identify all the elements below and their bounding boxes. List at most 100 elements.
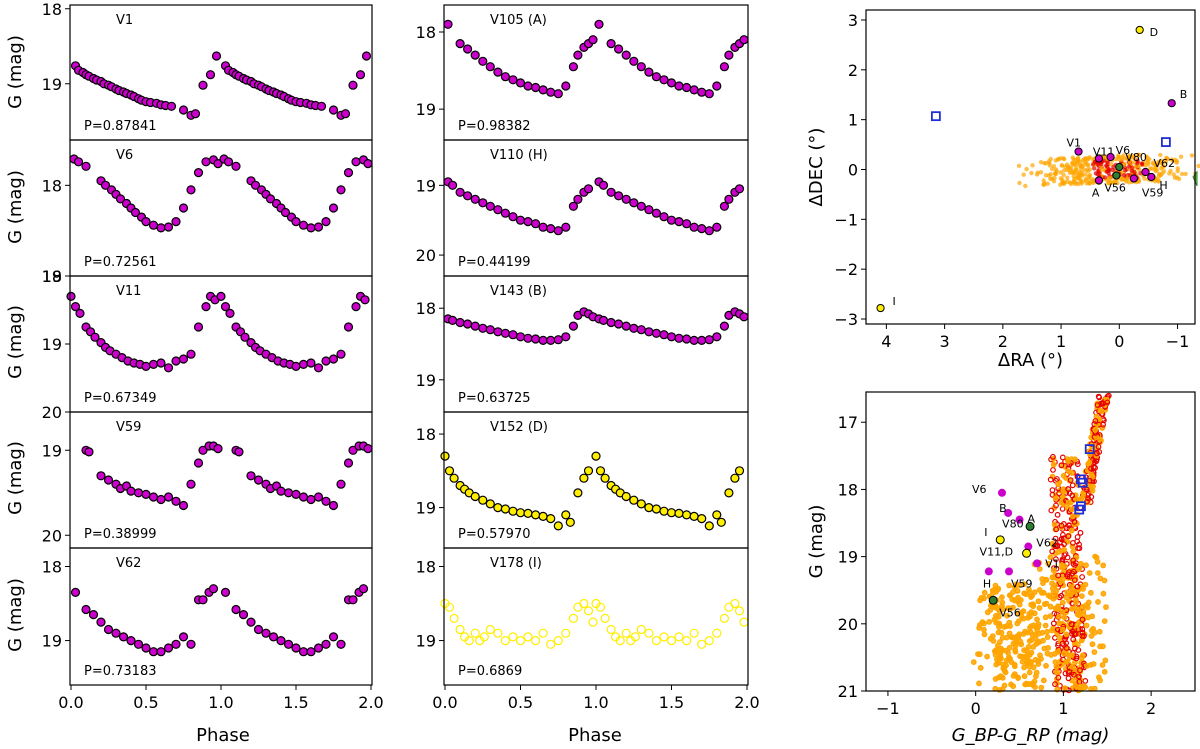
star-name: V1 — [116, 13, 133, 28]
cmd-star — [1077, 667, 1083, 674]
cmd-star — [1066, 569, 1072, 575]
data-point — [103, 475, 114, 485]
cmd-star — [1082, 678, 1089, 684]
data-point — [674, 81, 684, 91]
cmd-star — [1032, 656, 1039, 663]
cmd-star — [1094, 402, 1101, 409]
cmd-star — [1092, 426, 1099, 433]
labeled-star — [1135, 25, 1144, 35]
cmd-star — [1016, 582, 1023, 588]
field-star — [1144, 154, 1149, 159]
data-point — [178, 500, 189, 511]
labeled-star — [1074, 147, 1083, 156]
cmd-star — [1047, 476, 1054, 483]
cmd-star — [1017, 638, 1024, 645]
cmd-star — [1071, 605, 1077, 612]
field-star — [1174, 175, 1180, 180]
cmd-star — [1075, 612, 1082, 618]
cmd-star — [1095, 393, 1102, 400]
cmd-star — [1083, 602, 1090, 608]
data-point — [508, 75, 518, 85]
data-point — [225, 308, 235, 318]
data-point — [156, 494, 166, 505]
cmd-star — [1068, 584, 1075, 591]
cmd-star — [1079, 574, 1085, 580]
star-name: V152 (D) — [490, 420, 548, 435]
data-point — [479, 632, 489, 642]
star-name: V6 — [116, 148, 133, 163]
labeled-star — [1004, 508, 1013, 517]
cmd-star — [1053, 526, 1060, 533]
labeled-star — [1147, 172, 1156, 182]
cmd-star — [1027, 589, 1033, 596]
cmd-star — [1044, 634, 1051, 640]
data-point — [178, 632, 189, 642]
cmd-star — [981, 589, 988, 596]
cmd-star — [996, 687, 1003, 693]
data-point — [546, 639, 556, 649]
cmd-star — [1083, 622, 1090, 629]
field-star — [1116, 157, 1122, 162]
cmd-star — [1035, 623, 1042, 630]
data-point — [508, 632, 518, 642]
y-tick-label: 18 — [416, 425, 436, 444]
data-point — [201, 157, 211, 167]
cmd-star — [1085, 614, 1092, 621]
data-point — [500, 328, 510, 338]
data-point — [470, 628, 480, 638]
field-star — [1078, 165, 1084, 170]
cmd-star — [1050, 567, 1057, 574]
cmd-star — [1051, 634, 1058, 641]
x-tick-label: 2.0 — [734, 693, 759, 712]
field-star — [1043, 161, 1049, 166]
cmd-star — [1036, 605, 1043, 611]
y-tick-label: 19 — [416, 499, 436, 518]
cmd-star — [1006, 582, 1013, 589]
x-tick-label: −1 — [876, 699, 900, 718]
data-point — [659, 75, 669, 85]
cmd-star — [1061, 614, 1068, 621]
data-point — [470, 491, 480, 502]
cmd-star — [1052, 594, 1059, 600]
field-star — [1122, 156, 1127, 161]
lightcurve-panel: V62 P=0.73183 18 19 0.0 0.5 1.0 1.5 2.0 — [42, 547, 384, 712]
y-tick-label: 19 — [42, 335, 62, 354]
data-point — [712, 222, 722, 232]
data-point — [500, 635, 510, 646]
cmd-star — [1055, 604, 1062, 611]
field-star — [1083, 177, 1089, 182]
data-point — [689, 628, 699, 638]
cmd-star — [1058, 499, 1065, 506]
data-point — [681, 82, 692, 93]
data-point — [644, 67, 654, 77]
data-point — [351, 302, 361, 312]
cmd-star — [1095, 443, 1102, 450]
ylabel-row-3: G (mag) — [5, 305, 26, 379]
data-point — [361, 51, 372, 61]
y-tick-label: 19 — [416, 371, 436, 390]
labeled-star — [876, 303, 885, 313]
cmd-star — [986, 619, 993, 625]
y-tick-label: 18 — [416, 558, 436, 577]
cmd-star — [1015, 610, 1021, 617]
data-point — [231, 161, 241, 171]
field-star — [1086, 156, 1092, 161]
cmd-star — [995, 613, 1002, 620]
cmd-star — [1082, 581, 1089, 588]
cmd-star — [1100, 590, 1107, 597]
y-tick-label: 18 — [42, 176, 62, 195]
field-star — [1189, 153, 1195, 158]
cmd-star — [1100, 562, 1107, 569]
cmd-star — [1103, 604, 1109, 610]
data-point — [208, 584, 219, 594]
field-star — [1067, 180, 1073, 185]
cmd-star — [1068, 470, 1075, 476]
field-star — [1161, 169, 1167, 174]
field-star — [1083, 172, 1088, 177]
data-point — [88, 609, 99, 620]
cmd-star — [1034, 616, 1040, 623]
cmd-star — [1020, 631, 1027, 637]
cmd-star — [987, 635, 994, 642]
star-annotation: D — [1150, 26, 1158, 39]
data-point — [579, 598, 589, 609]
